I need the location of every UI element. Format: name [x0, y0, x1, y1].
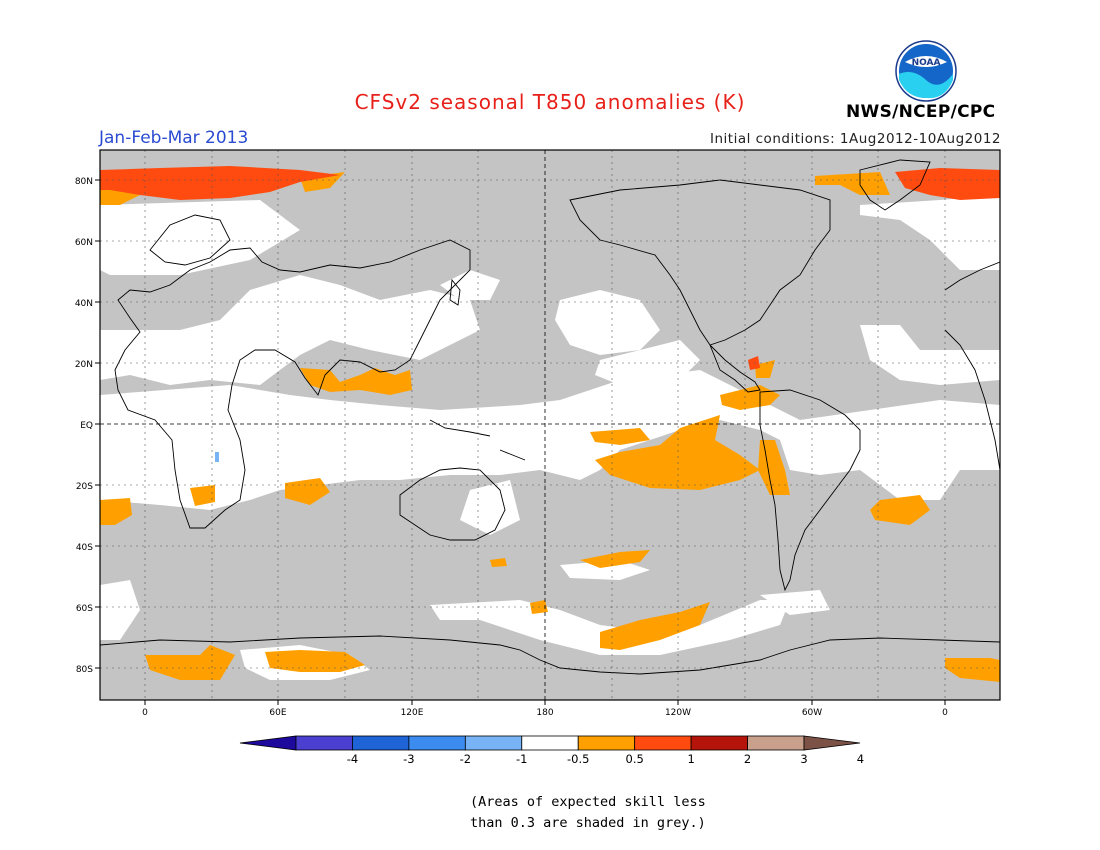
initial-conditions: Initial conditions: 1Aug2012-10Aug2012 — [709, 131, 1001, 147]
lon-label: 180 — [536, 708, 553, 718]
colorbar-label: -4 — [347, 752, 358, 766]
map-frame — [99, 149, 1001, 701]
colorbar-label: -0.5 — [567, 752, 589, 766]
colorbar-label: 2 — [744, 752, 751, 766]
agency-label: NWS/NCEP/CPC — [846, 102, 996, 122]
lon-label: 120W — [665, 708, 691, 718]
colorbar-swatch — [295, 735, 353, 751]
colorbar-swatch — [690, 735, 748, 751]
skill-footnote: (Areas of expected skill less than 0.3 a… — [470, 792, 730, 834]
graticule — [100, 150, 1000, 700]
lat-label: 40S — [76, 543, 93, 553]
lon-label: 60W — [802, 708, 822, 718]
colorbar-label: 0.5 — [626, 752, 644, 766]
anomaly-1-to-2-regions — [100, 166, 1000, 370]
lat-label: 60N — [75, 238, 93, 248]
axis-ticks — [95, 179, 946, 705]
colorbar-swatch — [521, 735, 579, 751]
colorbar-swatch — [747, 735, 805, 751]
lat-label: 80S — [76, 665, 93, 675]
chart-title: CFSv2 seasonal T850 anomalies (K) — [354, 90, 746, 114]
anomaly-negative-patch — [215, 452, 219, 462]
lat-label: EQ — [80, 421, 93, 431]
footnote-line-1: (Areas of expected skill less — [470, 794, 706, 810]
colorbar: -4 -3 -2 -1 -0.5 0.5 1 2 3 4 — [239, 735, 864, 766]
anomaly-0-5-to-1-regions — [100, 172, 1000, 682]
lat-labels: 80N 60N 40N 20N EQ 20S 40S 60S 80S — [75, 177, 93, 675]
colorbar-label: 4 — [857, 752, 864, 766]
colorbar-arrow-high — [803, 735, 861, 751]
noaa-logo: NOAA — [895, 40, 957, 102]
neutral-regions — [100, 195, 1000, 680]
colorbar-swatch — [352, 735, 410, 751]
lon-label: 120E — [401, 708, 424, 718]
lon-labels: 0 60E 120E 180 120W 60W 0 — [142, 708, 948, 718]
colorbar-label: 1 — [687, 752, 694, 766]
colorbar-swatch — [408, 735, 466, 751]
lat-label: 80N — [75, 177, 93, 187]
colorbar-swatch — [464, 735, 523, 751]
lat-label: 60S — [76, 604, 93, 614]
colorbar-swatch — [577, 735, 636, 751]
lon-label: 0 — [142, 708, 148, 718]
colorbar-label: -1 — [516, 752, 527, 766]
lon-label: 0 — [942, 708, 948, 718]
colorbar-label: -2 — [460, 752, 471, 766]
lat-label: 40N — [75, 299, 93, 309]
colorbar-swatch — [634, 735, 692, 751]
lat-label: 20N — [75, 360, 93, 370]
colorbar-arrow-low — [239, 735, 297, 751]
colorbar-label: -3 — [403, 752, 414, 766]
lon-label: 60E — [269, 708, 286, 718]
lat-label: 20S — [76, 482, 93, 492]
footnote-line-2: than 0.3 are shaded in grey.) — [470, 815, 706, 831]
logo-text: NOAA — [912, 58, 941, 68]
forecast-period: Jan-Feb-Mar 2013 — [99, 128, 249, 148]
coastlines — [100, 159, 1000, 675]
colorbar-label: 3 — [800, 752, 807, 766]
